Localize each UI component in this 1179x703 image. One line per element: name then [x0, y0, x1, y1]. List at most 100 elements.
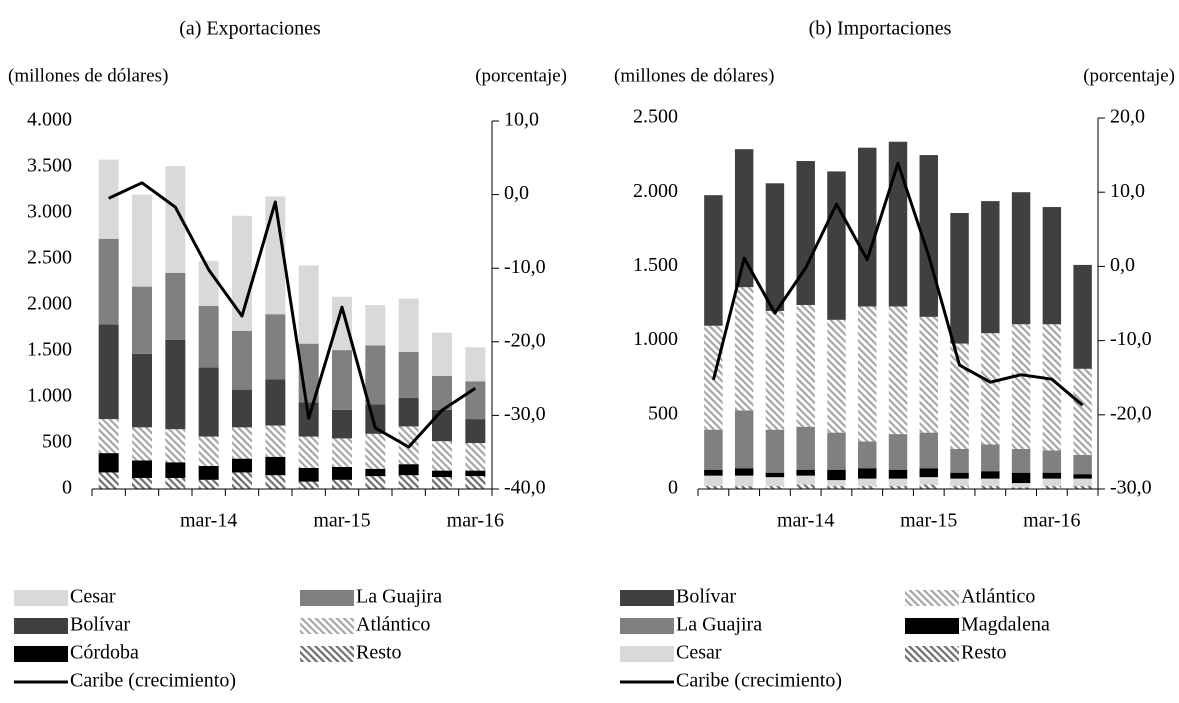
- bar-segment: [198, 305, 219, 368]
- bar-segment: [1011, 472, 1031, 484]
- bar-segment: [132, 460, 152, 478]
- bar-segment: [132, 286, 152, 354]
- x-tick-label: mar-14: [180, 510, 237, 532]
- y2-tick-label: 0,0: [504, 182, 529, 204]
- legend-label: Córdoba: [70, 642, 139, 664]
- bar-segment: [198, 367, 219, 437]
- bar-segment: [919, 316, 938, 433]
- y-tick-label: 500: [42, 431, 72, 453]
- line-series: [108, 181, 477, 449]
- bar-segment: [165, 429, 186, 463]
- bar-segment: [950, 212, 969, 344]
- bar-segment: [858, 441, 877, 469]
- bar-segment: [265, 456, 286, 476]
- bar-segment: [981, 471, 1000, 479]
- bar-segment: [332, 409, 352, 439]
- bar-segment: [734, 149, 754, 288]
- bar-segment: [432, 409, 452, 442]
- bar-segment: [165, 166, 186, 273]
- bar-segment: [888, 141, 908, 307]
- y-tick-label: 1.500: [27, 339, 72, 361]
- bar-segment: [365, 476, 386, 489]
- bar-segment: [398, 397, 419, 427]
- legend-swatch: [905, 646, 959, 662]
- y-axis-label: (millones de dólares): [614, 65, 774, 86]
- legend-swatch: [905, 590, 959, 606]
- legend-swatch: [14, 646, 68, 662]
- bar-segment: [827, 171, 846, 320]
- bar-segment: [465, 419, 486, 443]
- legend-label: Bolívar: [70, 614, 130, 636]
- legend-label: La Guajira: [356, 586, 442, 608]
- bar-segment: [332, 466, 352, 480]
- bar-segment: [765, 183, 785, 311]
- bar-segment: [1073, 454, 1092, 475]
- bar-segment: [432, 332, 452, 376]
- bar-segment: [398, 298, 419, 352]
- bar-segment: [858, 486, 877, 489]
- bar-segment: [232, 427, 252, 459]
- y-tick-label: 0: [668, 477, 678, 499]
- bar-segment: [198, 436, 219, 466]
- bar-segment: [398, 351, 419, 398]
- bar-segment: [298, 481, 319, 489]
- bar-segment: [232, 458, 252, 473]
- bar-segment: [981, 201, 1000, 334]
- bar-segment: [919, 484, 938, 489]
- bar-segment: [432, 375, 452, 410]
- y-tick-label: 2.000: [633, 180, 678, 202]
- bar-segment: [919, 432, 938, 469]
- bar-segment: [298, 436, 319, 468]
- bar-segment: [1011, 448, 1031, 473]
- bar-segment: [827, 469, 846, 481]
- bar-segment: [1011, 324, 1031, 449]
- bar-segment: [950, 472, 969, 479]
- bar-segment: [827, 432, 846, 470]
- legend-label: Cesar: [676, 642, 722, 664]
- bar-segment: [132, 427, 152, 461]
- bar-segment: [232, 472, 252, 489]
- bar-segment: [734, 486, 754, 489]
- bar-segment: [888, 469, 908, 479]
- bar-segment: [704, 469, 723, 476]
- y-tick-label: 1.000: [27, 385, 72, 407]
- bar-segment: [827, 486, 846, 489]
- bar-segment: [1042, 324, 1062, 451]
- bar-segment: [1073, 368, 1092, 455]
- legend-swatch: [300, 590, 354, 606]
- bar-segment: [827, 480, 846, 487]
- bar-segment: [734, 287, 754, 411]
- bar-segment: [1042, 478, 1062, 487]
- y-tick-label: 4.000: [27, 109, 72, 131]
- bar-segment: [432, 470, 452, 478]
- bar-segment: [432, 477, 452, 489]
- bar-segment: [765, 486, 785, 489]
- bar-segment: [981, 478, 1000, 487]
- bar-segment: [888, 306, 908, 435]
- y2-tick-label: -10,0: [1110, 328, 1152, 350]
- y2-tick-label: -30,0: [1110, 477, 1152, 499]
- legend-label: Resto: [961, 642, 1007, 664]
- bar-segment: [98, 324, 119, 420]
- legend-swatch: [14, 590, 68, 606]
- bar-segment: [796, 484, 815, 489]
- bar-segment: [465, 476, 486, 489]
- bar-segment: [888, 478, 908, 487]
- bar-segment: [1073, 478, 1092, 487]
- legend-label: Magdalena: [961, 614, 1050, 636]
- bar-segment: [704, 195, 723, 326]
- bar-segment: [734, 468, 754, 476]
- bar-segment: [165, 272, 186, 340]
- bar-segment: [198, 479, 219, 489]
- bar-segment: [198, 466, 219, 480]
- y2-tick-label: 10,0: [504, 109, 539, 131]
- bar-segment: [919, 468, 938, 478]
- y2-tick-label: -20,0: [1110, 402, 1152, 424]
- bar-segment: [734, 410, 754, 469]
- bar-segment: [796, 426, 815, 470]
- bar-segment: [332, 438, 352, 467]
- chart-title: (a) Exportaciones: [179, 18, 321, 40]
- legend-swatch: [905, 618, 959, 634]
